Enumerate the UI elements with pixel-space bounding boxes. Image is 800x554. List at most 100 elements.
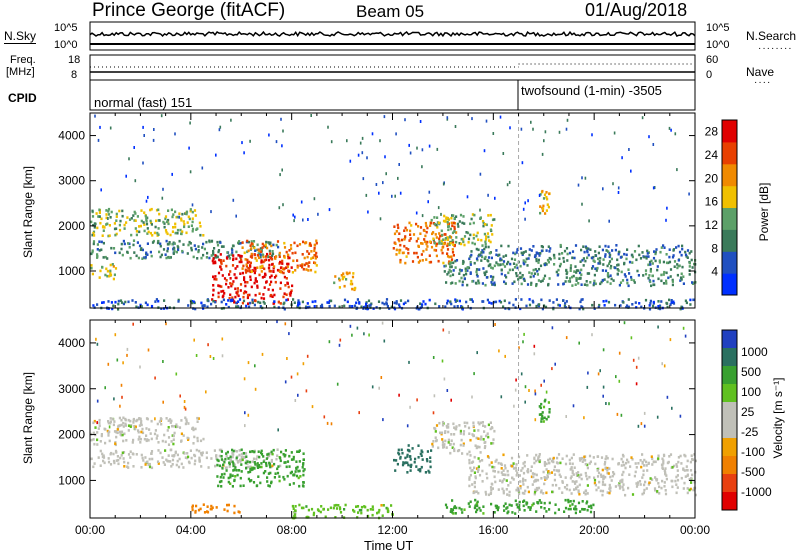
heatmap-cell — [453, 433, 456, 436]
heatmap-cell — [90, 438, 93, 442]
heatmap-cell — [662, 282, 666, 285]
heatmap-cell — [470, 250, 473, 253]
heatmap-cell — [485, 223, 488, 227]
heatmap-cell — [462, 259, 465, 263]
heatmap-cell — [596, 475, 600, 478]
heatmap-cell — [156, 460, 160, 463]
heatmap-cell — [668, 260, 672, 264]
heatmap-cell — [352, 272, 355, 275]
heatmap-cell — [239, 289, 242, 292]
heatmap-cell — [573, 466, 576, 469]
heatmap-cell — [686, 491, 689, 495]
heatmap-cell — [538, 453, 541, 456]
heatmap-cell — [276, 268, 280, 272]
heatmap-cell — [627, 486, 630, 490]
heatmap-cell — [286, 357, 288, 360]
heatmap-cell — [195, 448, 198, 452]
heatmap-cell — [474, 498, 477, 502]
heatmap-cell — [476, 275, 479, 278]
heatmap-cell — [427, 469, 430, 473]
heatmap-cell — [250, 285, 253, 289]
heatmap-cell — [445, 446, 448, 449]
heatmap-cell — [514, 466, 517, 470]
heatmap-cell — [631, 253, 634, 257]
heatmap-cell — [172, 213, 175, 216]
heatmap-cell — [688, 251, 691, 255]
heatmap-cell — [100, 433, 103, 436]
heatmap-cell — [484, 445, 487, 448]
heatmap-cell — [231, 264, 235, 267]
heatmap-cell — [148, 465, 152, 469]
heatmap-cell — [190, 248, 193, 252]
heatmap-cell — [144, 301, 147, 305]
heatmap-cell — [440, 242, 443, 245]
heatmap-cell — [121, 395, 123, 399]
heatmap-cell — [254, 463, 257, 466]
cpid-mode-2: twofsound (1-min) -3505 — [521, 83, 662, 98]
heatmap-cell — [609, 266, 612, 270]
heatmap-cell — [105, 267, 108, 271]
heatmap-cell — [231, 299, 234, 302]
heatmap-cell — [104, 273, 107, 277]
heatmap-cell — [600, 475, 603, 478]
heatmap-cell — [482, 438, 485, 441]
heatmap-cell — [446, 273, 449, 276]
heatmap-cell — [599, 369, 601, 373]
heatmap-cell — [249, 139, 251, 143]
heatmap-cell — [294, 269, 297, 272]
cpid-label: CPID — [8, 91, 37, 105]
heatmap-cell — [284, 449, 287, 452]
heatmap-cell — [274, 472, 277, 475]
heatmap-cell — [112, 304, 115, 308]
heatmap-cell — [586, 492, 589, 495]
heatmap-cell — [109, 417, 112, 420]
heatmap-cell — [471, 280, 474, 283]
heatmap-cell — [532, 502, 535, 505]
heatmap-cell — [285, 293, 288, 296]
heatmap-cell — [530, 120, 532, 124]
heatmap-cell — [360, 305, 363, 309]
heatmap-cell — [122, 416, 125, 420]
heatmap-cell — [247, 240, 250, 244]
heatmap-cell — [165, 220, 169, 223]
heatmap-cell — [424, 221, 427, 225]
heatmap-cell — [237, 254, 240, 257]
heatmap-cell — [595, 488, 598, 492]
heatmap-cell — [283, 307, 286, 311]
heatmap-cell — [533, 490, 537, 494]
heatmap-cell — [294, 509, 297, 513]
heatmap-cell — [689, 477, 693, 480]
heatmap-cell — [491, 487, 494, 490]
heatmap-cell — [535, 257, 538, 261]
heatmap-cell — [193, 453, 196, 457]
heatmap-cell — [522, 483, 525, 486]
heatmap-cell — [237, 510, 240, 513]
heatmap-cell — [477, 437, 480, 440]
heatmap-cell — [358, 302, 361, 305]
heatmap-cell — [166, 243, 169, 246]
heatmap-cell — [682, 487, 685, 490]
heatmap-cell — [667, 276, 670, 280]
heatmap-cell — [662, 244, 665, 247]
heatmap-cell — [506, 183, 509, 187]
heatmap-cell — [228, 297, 231, 300]
nsky-axis-top: 10^5 — [54, 22, 78, 34]
heatmap-cell — [226, 503, 229, 507]
heatmap-cell — [444, 305, 447, 308]
heatmap-cell — [424, 471, 427, 474]
heatmap-cell — [602, 258, 605, 261]
heatmap-cell — [172, 438, 175, 441]
heatmap-cell — [616, 258, 619, 262]
heatmap-cell — [149, 219, 152, 223]
heatmap-cell — [194, 427, 197, 431]
heatmap-cell — [409, 458, 412, 461]
power-colorbar-segment — [722, 185, 737, 208]
heatmap-cell — [241, 267, 244, 270]
heatmap-cell — [599, 256, 602, 260]
heatmap-cell — [452, 422, 455, 426]
heatmap-cell — [97, 456, 100, 459]
heatmap-cell — [162, 360, 164, 363]
heatmap-cell — [671, 406, 673, 410]
heatmap-cell — [534, 418, 537, 422]
heatmap-cell — [131, 452, 134, 455]
